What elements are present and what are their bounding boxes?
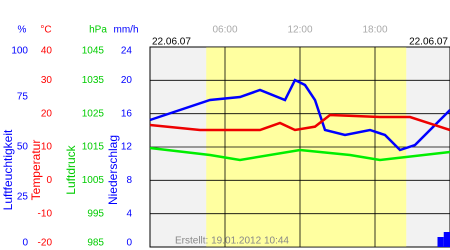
- y-tick-label: 1035: [82, 75, 105, 86]
- axis-title: Luftfeuchtigkeit: [1, 129, 15, 210]
- date-left: 22.06.07: [152, 37, 191, 48]
- y-tick-label: 100: [11, 46, 28, 57]
- y-tick-label: 10: [41, 142, 53, 153]
- y-tick-label: 0: [126, 238, 132, 249]
- created-note: Erstellt: 19.01.2012 10:44: [175, 236, 289, 247]
- axis-unit: mm/h: [114, 25, 139, 36]
- y-tick-label: 0: [22, 238, 28, 249]
- y-tick-label: 30: [41, 75, 53, 86]
- precip-bar: [443, 232, 450, 247]
- data-line: [149, 78, 450, 152]
- y-tick-label: 20: [41, 108, 53, 119]
- y-tick-label: 8: [126, 175, 132, 186]
- y-tick-label: 985: [87, 238, 104, 249]
- y-tick-label: 24: [121, 46, 133, 57]
- y-tick-label: 995: [87, 208, 104, 219]
- x-tick-label: 06:00: [212, 25, 237, 36]
- y-tick-label: 0: [46, 175, 52, 186]
- axis-title: Temperatur: [29, 140, 43, 201]
- x-tick-label: 12:00: [287, 25, 312, 36]
- y-tick-label: 16: [121, 108, 133, 119]
- precip-bar: [437, 237, 444, 247]
- y-tick-label: -10: [38, 208, 53, 219]
- y-tick-label: 1045: [82, 46, 105, 57]
- y-tick-label: 12: [121, 142, 133, 153]
- y-tick-label: 1015: [82, 142, 105, 153]
- y-tick-label: 20: [121, 75, 133, 86]
- axis-unit: °C: [40, 25, 51, 36]
- axis-unit: hPa: [89, 25, 107, 36]
- axis-unit: %: [18, 25, 27, 36]
- y-tick-label: 4: [126, 208, 132, 219]
- data-line: [149, 113, 450, 132]
- y-tick-label: 40: [41, 46, 53, 57]
- data-line: [149, 146, 450, 162]
- y-tick-label: 50: [17, 142, 29, 153]
- y-tick-label: 1005: [82, 175, 105, 186]
- axis-title: Luftdruck: [64, 144, 78, 194]
- y-tick-label: 25: [17, 192, 29, 203]
- date-right: 22.06.07: [409, 37, 448, 48]
- y-tick-label: -20: [38, 238, 53, 249]
- axis-title: Niederschlag: [106, 135, 120, 205]
- y-tick-label: 1025: [82, 108, 105, 119]
- y-tick-label: 75: [17, 92, 29, 103]
- x-tick-label: 18:00: [362, 25, 387, 36]
